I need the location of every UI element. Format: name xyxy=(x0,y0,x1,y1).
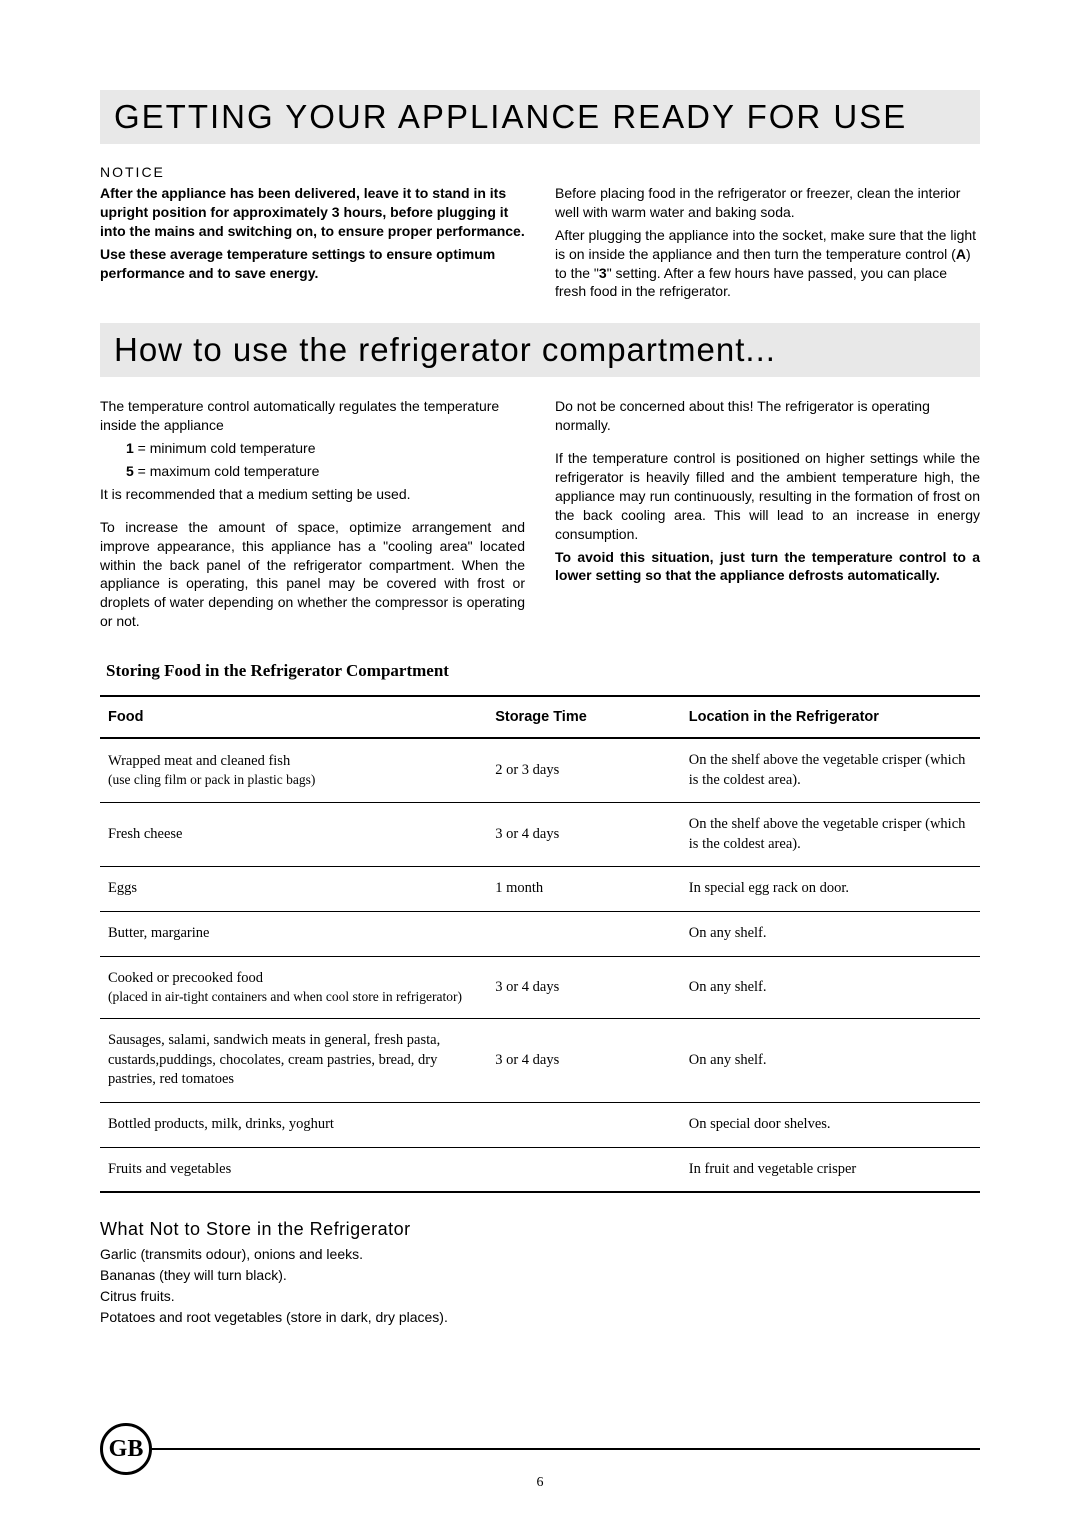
cell-food: Eggs xyxy=(100,867,487,912)
notice-columns: After the appliance has been delivered, … xyxy=(100,184,980,305)
section-heading-1: GETTING YOUR APPLIANCE READY FOR USE xyxy=(100,90,980,144)
table-row: Eggs1 monthIn special egg rack on door. xyxy=(100,867,980,912)
notice-left-col: After the appliance has been delivered, … xyxy=(100,184,525,305)
cell-food: Butter, margarine xyxy=(100,911,487,956)
what-not-line: Citrus fruits. xyxy=(100,1286,980,1307)
footer-line xyxy=(152,1448,980,1451)
notice-right-A: A xyxy=(956,246,966,262)
sec2-left-li1: 1 = minimum cold temperature xyxy=(126,439,525,458)
cell-time: 1 month xyxy=(487,867,681,912)
th-food: Food xyxy=(100,696,487,738)
table-row: Fruits and vegetables In fruit and vegeta… xyxy=(100,1147,980,1192)
cell-location: On any shelf. xyxy=(681,956,980,1019)
gb-badge: GB xyxy=(100,1423,152,1475)
cell-food: Cooked or precooked food(placed in air-t… xyxy=(100,956,487,1019)
cell-time xyxy=(487,1147,681,1192)
notice-right-col: Before placing food in the refrigerator … xyxy=(555,184,980,305)
sec2-right-bold: To avoid this situation, just turn the t… xyxy=(555,548,980,586)
sec2-left-li2: 5 = maximum cold temperature xyxy=(126,462,525,481)
section2-left-col: The temperature control automatically re… xyxy=(100,397,525,635)
table-title: Storing Food in the Refrigerator Compart… xyxy=(106,661,980,681)
cell-location: On the shelf above the vegetable crisper… xyxy=(681,803,980,867)
notice-right-p2c: " setting. After a few hours have passed… xyxy=(555,265,947,300)
notice-label: NOTICE xyxy=(100,164,980,180)
section2-right-col: Do not be concerned about this! The refr… xyxy=(555,397,980,635)
sec2-left-p2: It is recommended that a medium setting … xyxy=(100,485,525,504)
cell-time: 3 or 4 days xyxy=(487,803,681,867)
cell-food: Fruits and vegetables xyxy=(100,1147,487,1192)
table-row: Sausages, salami, sandwich meats in gene… xyxy=(100,1019,980,1103)
section-heading-2: How to use the refrigerator compartment.… xyxy=(100,323,980,377)
cell-food: Sausages, salami, sandwich meats in gene… xyxy=(100,1019,487,1103)
storage-table: Food Storage Time Location in the Refrig… xyxy=(100,695,980,1193)
sec2-left-li2-num: 5 xyxy=(126,463,134,479)
table-row: Butter, margarine On any shelf. xyxy=(100,911,980,956)
cell-time: 3 or 4 days xyxy=(487,956,681,1019)
table-row: Wrapped meat and cleaned fish(use cling … xyxy=(100,738,980,803)
sec2-left-p1: The temperature control automatically re… xyxy=(100,397,525,435)
sec2-left-p3: To increase the amount of space, optimiz… xyxy=(100,518,525,631)
what-not-body: Garlic (transmits odour), onions and lee… xyxy=(100,1244,980,1328)
notice-right-3: 3 xyxy=(599,265,607,281)
table-header-row: Food Storage Time Location in the Refrig… xyxy=(100,696,980,738)
notice-right-p1: Before placing food in the refrigerator … xyxy=(555,184,980,222)
sec2-left-li1-num: 1 xyxy=(126,440,134,456)
notice-right-p2a: After plugging the appliance into the so… xyxy=(555,227,976,262)
cell-location: On the shelf above the vegetable crisper… xyxy=(681,738,980,803)
cell-food: Wrapped meat and cleaned fish(use cling … xyxy=(100,738,487,803)
cell-location: In special egg rack on door. xyxy=(681,867,980,912)
cell-location: On any shelf. xyxy=(681,911,980,956)
heading-1-text: GETTING YOUR APPLIANCE READY FOR USE xyxy=(114,98,966,136)
cell-location: On any shelf. xyxy=(681,1019,980,1103)
notice-right-p2: After plugging the appliance into the so… xyxy=(555,226,980,302)
table-row: Fresh cheese3 or 4 daysOn the shelf abov… xyxy=(100,803,980,867)
sec2-right-p1: Do not be concerned about this! The refr… xyxy=(555,397,980,435)
cell-time xyxy=(487,911,681,956)
cell-time xyxy=(487,1102,681,1147)
cell-location: In fruit and vegetable crisper xyxy=(681,1147,980,1192)
page-number: 6 xyxy=(537,1475,544,1491)
th-time: Storage Time xyxy=(487,696,681,738)
cell-time: 3 or 4 days xyxy=(487,1019,681,1103)
notice-left-bold-2: Use these average temperature settings t… xyxy=(100,245,525,283)
cell-location: On special door shelves. xyxy=(681,1102,980,1147)
table-row: Bottled products, milk, drinks, yoghurt O… xyxy=(100,1102,980,1147)
what-not-title: What Not to Store in the Refrigerator xyxy=(100,1219,980,1240)
cell-food: Fresh cheese xyxy=(100,803,487,867)
cell-food: Bottled products, milk, drinks, yoghurt xyxy=(100,1102,487,1147)
what-not-line: Potatoes and root vegetables (store in d… xyxy=(100,1307,980,1328)
cell-time: 2 or 3 days xyxy=(487,738,681,803)
notice-left-bold-1: After the appliance has been delivered, … xyxy=(100,184,525,241)
sec2-right-p2: If the temperature control is positioned… xyxy=(555,449,980,543)
sec2-left-li1-txt: = minimum cold temperature xyxy=(134,440,316,456)
th-location: Location in the Refrigerator xyxy=(681,696,980,738)
what-not-line: Garlic (transmits odour), onions and lee… xyxy=(100,1244,980,1265)
section2-columns: The temperature control automatically re… xyxy=(100,397,980,635)
page-footer: GB xyxy=(100,1423,980,1475)
what-not-line: Bananas (they will turn black). xyxy=(100,1265,980,1286)
sec2-left-li2-txt: = maximum cold temperature xyxy=(134,463,320,479)
table-row: Cooked or precooked food(placed in air-t… xyxy=(100,956,980,1019)
